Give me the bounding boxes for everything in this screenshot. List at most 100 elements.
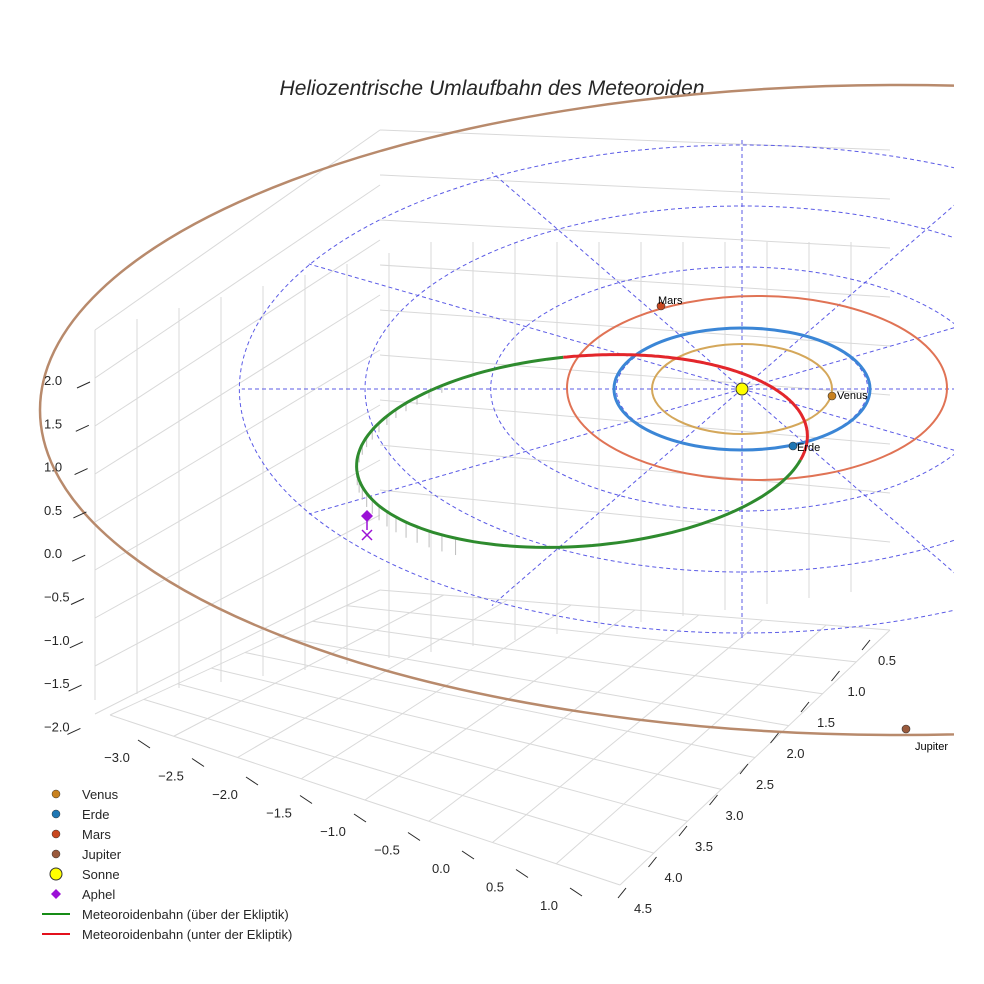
ecliptic-spoke (308, 388, 743, 515)
sun-marker (735, 382, 749, 396)
y-tick-label: 0.5 (878, 653, 896, 668)
y-tick-mark (800, 701, 810, 713)
orbit-jupiter (39, 83, 954, 737)
legend-label: Aphel (82, 887, 115, 902)
z-tick-label: 0.5 (44, 503, 62, 518)
aphel-marker (361, 510, 373, 522)
legend-marker (49, 867, 63, 881)
x-tick-mark (461, 850, 475, 860)
z-tick-mark (71, 554, 86, 562)
z-tick-label: −0.5 (44, 590, 70, 605)
y-tick-mark (861, 639, 871, 651)
y-axis-ticks: 0.5 1.0 1.5 2.0 2.5 3.0 3.5 4.0 4.5 (617, 639, 896, 916)
grid-line (379, 354, 891, 396)
z-tick-mark (68, 684, 82, 692)
z-tick-label: 1.5 (44, 416, 62, 431)
x-tick-mark (569, 887, 583, 897)
floor-grid (109, 589, 891, 886)
planet-label-jupiter: Jupiter (915, 741, 948, 753)
grid-line (94, 569, 381, 715)
x-tick-mark (407, 832, 421, 841)
y-tick-label: 4.0 (664, 870, 682, 885)
x-tick-label: −1.5 (266, 806, 292, 821)
x-tick-mark (515, 869, 529, 878)
y-tick-label: 3.0 (725, 808, 743, 823)
grid-line (379, 309, 891, 347)
legend: Venus Erde Mars Jupiter Sonne Aphel Meteoroide… (42, 787, 292, 942)
legend-label: Mars (82, 827, 111, 842)
grid-line (94, 184, 381, 379)
grid-line (379, 444, 891, 494)
planet-label-erde: Erde (797, 442, 820, 454)
grid-line (379, 264, 891, 298)
x-tick-label: −2.0 (212, 787, 238, 802)
axis-panes (94, 129, 891, 886)
y-tick-mark (709, 794, 718, 806)
y-tick-label: 2.5 (756, 777, 774, 792)
ecliptic-spoke (491, 388, 743, 606)
meteoroid-path-above (355, 355, 802, 549)
x-tick-label: 0.5 (486, 880, 504, 895)
grid-line (211, 667, 722, 790)
left-wall-grid (94, 129, 381, 715)
planet-label-venus: Venus (837, 390, 868, 402)
grid-line (94, 349, 381, 523)
grid-line (94, 294, 381, 475)
legend-marker (51, 849, 61, 859)
y-tick-mark (739, 763, 749, 775)
z-tick-mark (74, 468, 88, 476)
grid-line (177, 683, 688, 822)
x-tick-label: 0.0 (432, 861, 450, 876)
x-tick-mark (245, 776, 259, 786)
y-tick-mark (648, 856, 657, 868)
z-tick-label: 2.0 (44, 373, 62, 388)
planet-marker-jupiter (901, 724, 911, 734)
planet-marker-venus (827, 391, 837, 401)
grid-line (94, 514, 381, 667)
grid-line (379, 219, 891, 249)
planet-marker-erde (788, 441, 798, 451)
grid-line (379, 489, 891, 543)
grid-line (109, 714, 621, 886)
y-tick-mark (617, 887, 627, 899)
legend-marker (51, 789, 61, 799)
y-tick-label: 1.5 (817, 715, 835, 730)
chart-title: Heliozentrische Umlaufbahn des Meteoroid… (280, 77, 705, 100)
orbit-erde (612, 326, 872, 452)
orbit-venus (651, 343, 833, 435)
grid-line (94, 129, 381, 331)
legend-marker (51, 889, 61, 899)
planet-marker-mars (656, 301, 666, 311)
legend-label: Meteoroidenbahn (unter der Ekliptik) (82, 927, 292, 942)
x-tick-label: −2.5 (158, 769, 184, 784)
z-tick-mark (69, 641, 84, 649)
ecliptic-grid (239, 138, 954, 640)
x-tick-mark (137, 739, 151, 749)
x-tick-label: −0.5 (374, 843, 400, 858)
y-tick-label: 4.5 (634, 901, 652, 916)
back-wall-grid (94, 129, 891, 700)
legend-marker (51, 829, 61, 839)
x-tick-mark (299, 795, 313, 804)
meteoroid-path-below (563, 353, 809, 461)
legend-label: Sonne (82, 867, 120, 882)
y-tick-label: 1.0 (847, 684, 865, 699)
y-tick-label: 3.5 (695, 839, 713, 854)
grid-line (379, 129, 891, 151)
y-tick-mark (678, 825, 688, 837)
ecliptic-spoke (491, 172, 743, 390)
ecliptic-spoke (308, 263, 743, 390)
orbit-mars (566, 295, 948, 481)
x-tick-label: −1.0 (320, 824, 346, 839)
legend-label: Erde (82, 807, 109, 822)
legend-marker (51, 809, 61, 819)
y-tick-mark (831, 670, 840, 682)
x-tick-mark (191, 758, 205, 767)
grid-line (312, 620, 823, 695)
grid-line (94, 459, 381, 619)
z-tick-label: −1.5 (44, 676, 70, 691)
z-tick-mark (75, 424, 90, 432)
x-tick-label: 1.0 (540, 898, 558, 913)
ecliptic-spoke (741, 388, 954, 574)
